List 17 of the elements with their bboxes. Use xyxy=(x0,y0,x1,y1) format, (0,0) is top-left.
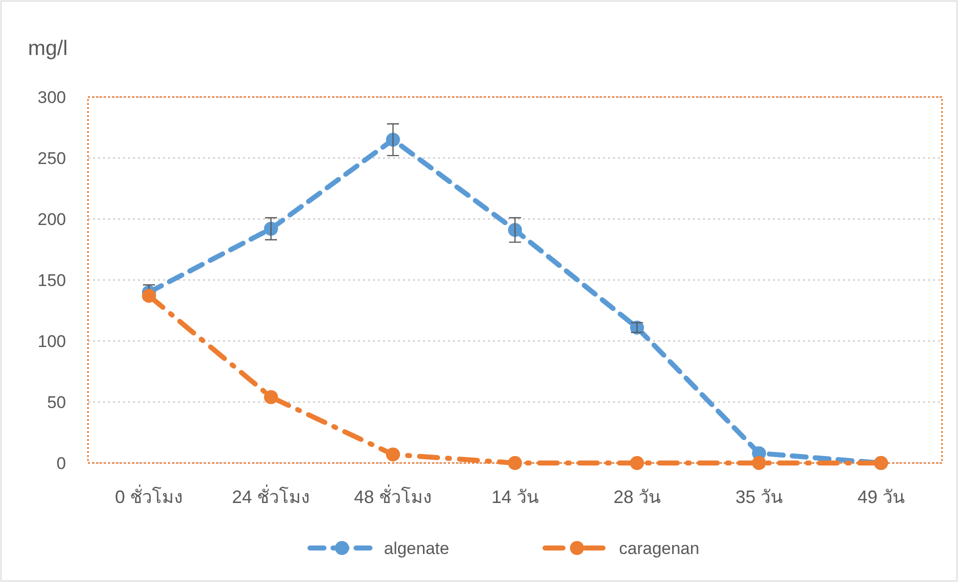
y-axis-title: mg/l xyxy=(28,37,68,60)
legend-label: caragenan xyxy=(619,539,700,558)
y-tick-label: 0 xyxy=(56,454,66,473)
y-tick-label: 100 xyxy=(38,332,66,351)
y-tick-label: 150 xyxy=(38,271,66,290)
x-tick-label: 14 วัน xyxy=(491,487,539,507)
y-tick-label: 300 xyxy=(38,88,66,107)
x-tick-label: 24 ชั่วโมง xyxy=(232,484,310,507)
y-tick-label: 250 xyxy=(38,149,66,168)
x-tick-label: 49 วัน xyxy=(857,487,905,507)
y-tick-label: 200 xyxy=(38,210,66,229)
x-tick-label: 0 ชั่วโมง xyxy=(114,484,184,507)
y-tick-label: 50 xyxy=(47,393,66,412)
x-tick-label: 28 วัน xyxy=(613,487,661,507)
legend-label: algenate xyxy=(384,539,450,558)
x-tick-label: 48 ชั่วโมง xyxy=(354,484,432,507)
x-tick-label: 35 วัน xyxy=(735,487,783,507)
